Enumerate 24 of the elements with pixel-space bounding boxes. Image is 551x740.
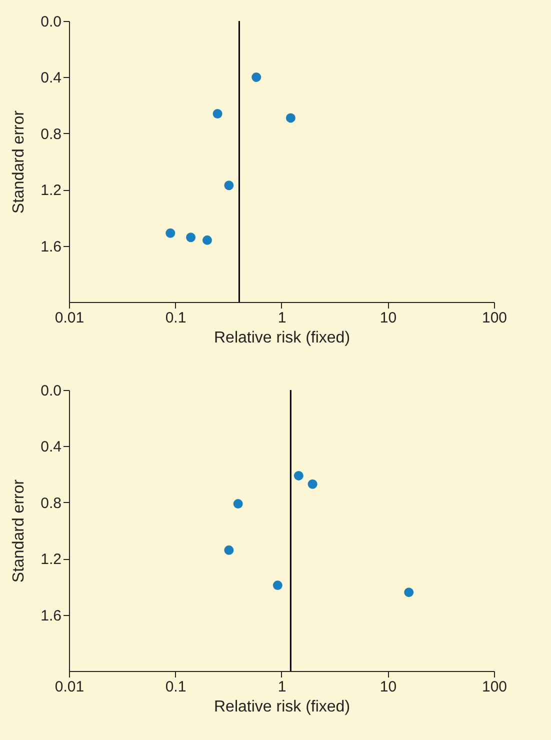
x-tick-label: 0.1 — [165, 310, 186, 326]
x-tick-label: 0.1 — [165, 678, 186, 696]
y-axis-title: Standard error — [10, 110, 28, 214]
x-tick-label: 100 — [482, 678, 508, 696]
y-tick-label: 1.6 — [40, 238, 62, 256]
y-tick-label: 0.0 — [40, 382, 62, 400]
x-tick-label: 10 — [380, 310, 397, 326]
y-tick-label: 1.6 — [40, 607, 62, 624]
y-tick-label: 0.8 — [40, 126, 62, 143]
x-tick-label: 1 — [278, 310, 286, 326]
x-tick-label: 10 — [380, 678, 397, 696]
x-tick-label: 100 — [482, 310, 508, 326]
y-tick-label: 0.4 — [40, 438, 62, 456]
y-tick-label: 1.2 — [40, 551, 62, 568]
x-axis-title: Relative risk (fixed) — [214, 698, 350, 716]
x-tick-label: 0.01 — [54, 310, 84, 326]
y-tick-label: 0.0 — [40, 14, 62, 30]
x-tick-label: 1 — [278, 678, 286, 696]
y-tick-label: 0.8 — [40, 494, 62, 512]
y-tick-label: 0.4 — [40, 70, 62, 87]
x-axis-title: Relative risk (fixed) — [214, 330, 350, 346]
x-tick-label: 0.01 — [54, 678, 84, 696]
y-axis-title: Standard error — [10, 478, 28, 583]
y-tick-label: 1.2 — [40, 182, 62, 200]
